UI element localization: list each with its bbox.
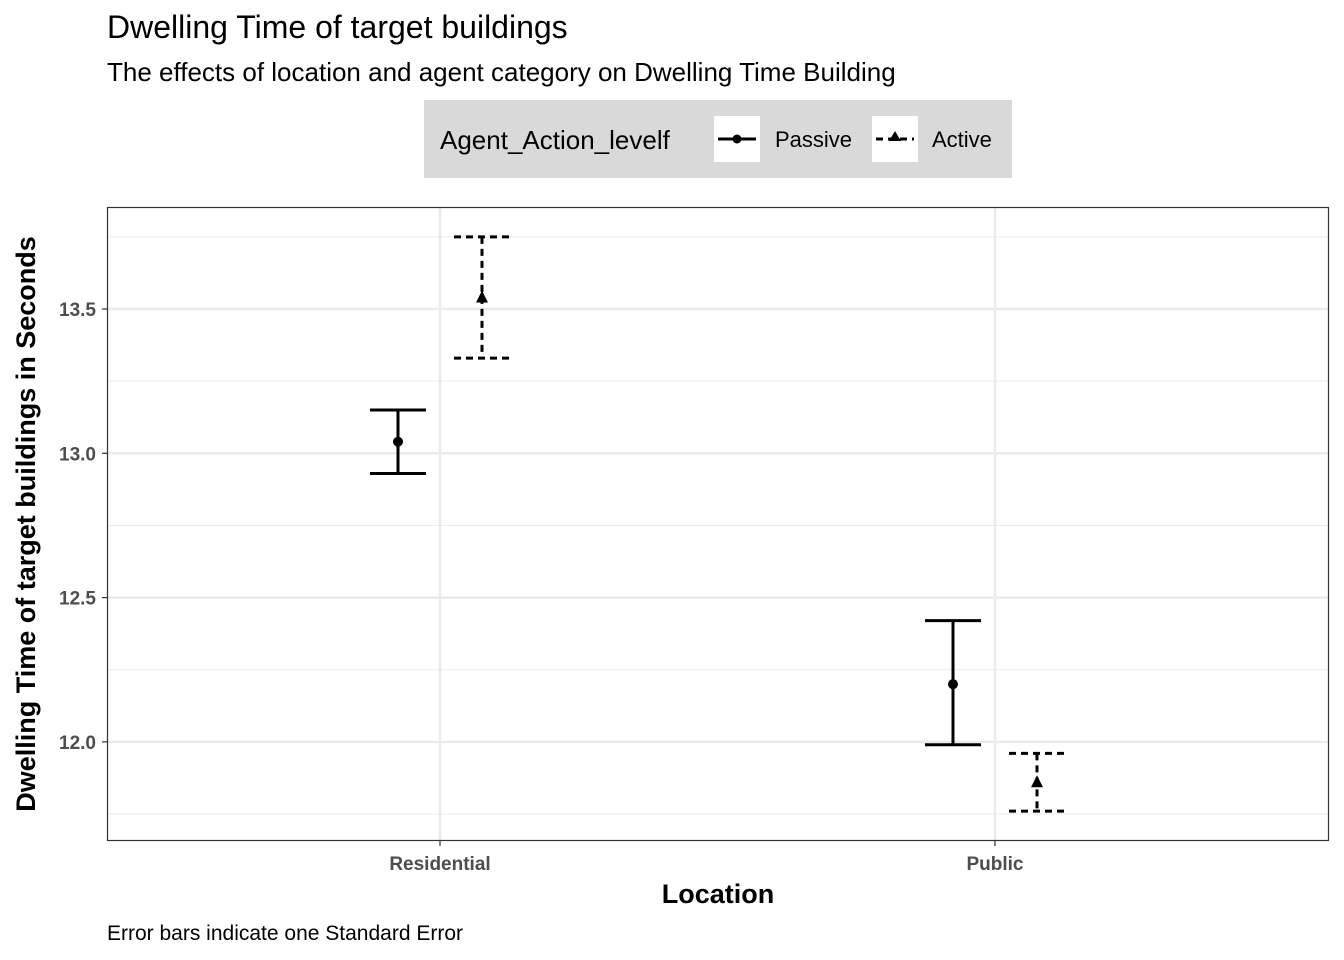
y-axis-title: Dwelling Time of target buildings in Sec… xyxy=(11,236,41,812)
data-marks xyxy=(370,235,1065,813)
x-tick-label: Residential xyxy=(389,854,490,875)
chart-caption: Error bars indicate one Standard Error xyxy=(107,922,463,945)
y-tick-label: 12.0 xyxy=(59,733,96,754)
legend-active-marker xyxy=(889,131,901,141)
chart-subtitle: The effects of location and agent catego… xyxy=(107,57,896,87)
legend-passive-marker xyxy=(732,134,742,144)
point-passive xyxy=(393,436,403,447)
grid xyxy=(108,208,1328,840)
legend-label-passive: Passive xyxy=(775,127,852,152)
point-active xyxy=(1031,775,1043,788)
x-axis-title: Location xyxy=(662,879,775,909)
axis-ticks: 12.0 12.5 13.0 13.5 Residential Public xyxy=(59,300,1024,875)
x-tick-label: Public xyxy=(966,854,1023,875)
point-active xyxy=(476,290,488,303)
point-passive xyxy=(948,679,958,690)
legend-title: Agent_Action_levelf xyxy=(440,125,671,155)
y-tick-label: 13.0 xyxy=(59,444,96,465)
plot-panel-border xyxy=(106,206,1330,842)
legend: Agent_Action_levelf Passive Active xyxy=(424,100,1012,178)
legend-label-active: Active xyxy=(932,127,992,152)
chart-title: Dwelling Time of target buildings xyxy=(107,9,568,45)
y-tick-label: 13.5 xyxy=(59,300,96,321)
y-tick-label: 12.5 xyxy=(59,589,96,610)
